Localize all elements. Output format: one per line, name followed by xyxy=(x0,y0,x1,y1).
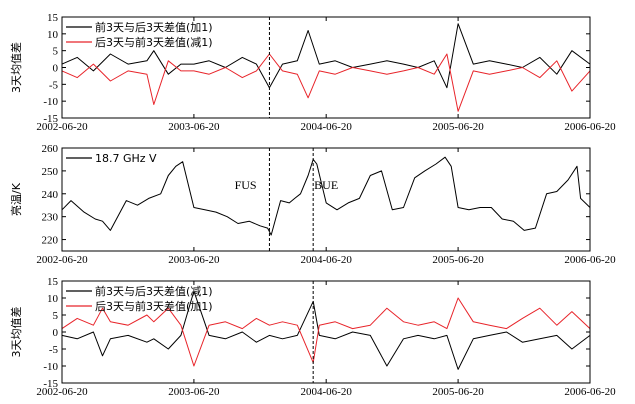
x-tick-label: 2004-06-20 xyxy=(301,386,353,398)
y-tick-label: 15 xyxy=(47,12,59,24)
x-tick-label: 2004-06-20 xyxy=(301,254,353,266)
y-axis-title: 3天均值差 xyxy=(9,307,23,358)
y-tick-label: -15 xyxy=(43,113,58,125)
x-tick-label: 2003-06-20 xyxy=(168,386,220,398)
x-tick-label: 2006-06-20 xyxy=(564,386,616,398)
legend-entry-1: 前3天与后3天差值(减1) xyxy=(95,284,213,298)
y-tick-label: 0 xyxy=(53,63,59,75)
y-tick-label: -10 xyxy=(43,361,58,373)
y-tick-label: 250 xyxy=(42,166,59,178)
annotation-1: FUS xyxy=(235,178,257,192)
annotation-2: BUE xyxy=(314,178,338,192)
y-tick-label: -5 xyxy=(49,79,59,91)
y-tick-label: 5 xyxy=(53,310,59,322)
y-tick-label: -5 xyxy=(49,344,59,356)
y-tick-label: 230 xyxy=(42,212,59,224)
panel-1: -15 -10 -5 0 5 10 15 2002-06-20 2003-06-20 2004-0… xyxy=(9,12,616,133)
x-tick-label: 2002-06-20 xyxy=(36,386,88,398)
x-tick-label: 2005-06-20 xyxy=(432,254,484,266)
legend-entry-1: 18.7 GHz V xyxy=(95,152,157,165)
x-tick-label: 2002-06-20 xyxy=(36,121,88,133)
y-tick-label: 260 xyxy=(42,143,59,155)
x-tick-label: 2006-06-20 xyxy=(564,254,616,266)
x-tick-label: 2006-06-20 xyxy=(564,121,616,133)
x-tick-label: 2005-06-20 xyxy=(432,386,484,398)
panel-3: -15 -10 -5 0 5 10 15 2002-06-20 2003-06-20 2004-0… xyxy=(9,276,616,398)
y-tick-label: 15 xyxy=(47,276,59,288)
y-tick-label: 240 xyxy=(42,189,59,201)
y-tick-label: -15 xyxy=(43,378,58,390)
legend-entry-1: 前3天与后3天差值(加1) xyxy=(95,20,213,34)
y-tick-label: 5 xyxy=(53,46,59,58)
y-tick-label: 10 xyxy=(47,293,59,305)
panel-2: 220 230 240 250 260 2002-06-20 2003-06-20 2004-… xyxy=(9,143,616,266)
series-line-1 xyxy=(61,156,591,236)
series-line-2 xyxy=(61,53,591,112)
x-tick-label: 2005-06-20 xyxy=(432,121,484,133)
y-axis-title: 亮温/K xyxy=(9,182,23,216)
legend-entry-2: 后3天与前3天差值(加1) xyxy=(95,299,213,313)
y-tick-label: 10 xyxy=(47,29,59,41)
series-line-1 xyxy=(61,23,591,89)
y-tick-label: 220 xyxy=(42,235,59,247)
y-axis-title: 3天均值差 xyxy=(9,42,23,93)
legend-entry-2: 后3天与前3天差值(减1) xyxy=(95,35,213,49)
y-tick-label: 0 xyxy=(53,327,59,339)
y-tick-label: -10 xyxy=(43,96,58,108)
x-tick-label: 2003-06-20 xyxy=(168,121,220,133)
x-tick-label: 2003-06-20 xyxy=(168,254,220,266)
x-tick-label: 2004-06-20 xyxy=(301,121,353,133)
x-tick-label: 2002-06-20 xyxy=(36,254,88,266)
